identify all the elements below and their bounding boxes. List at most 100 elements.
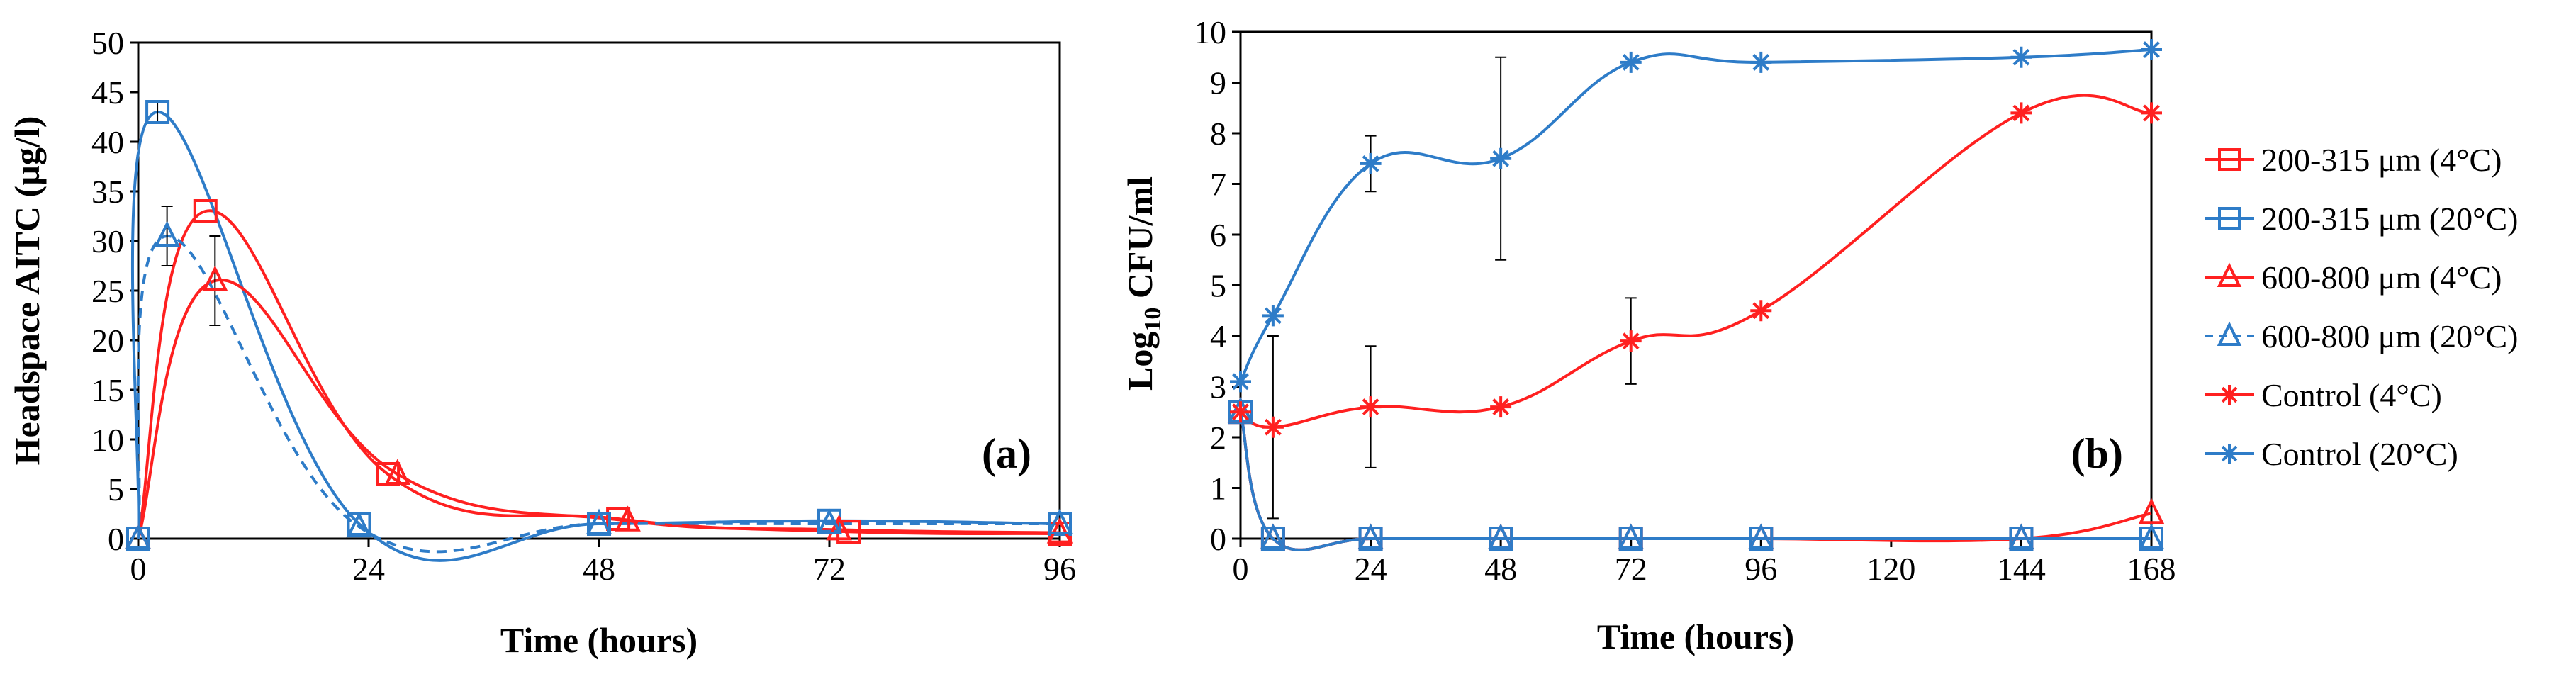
panel-label-b: (b) [2071, 430, 2123, 477]
y-tick-label: 30 [91, 223, 124, 259]
data-point [2010, 102, 2032, 124]
y-axis-title-a: Headspace AITC (µg/l) [7, 116, 47, 466]
error-bar [161, 206, 173, 266]
x-tick-label: 72 [813, 551, 846, 587]
legend-label: 200-315 μm (4°C) [2261, 142, 2502, 178]
legend-label: 600-800 μm (4°C) [2261, 259, 2502, 296]
x-tick-label: 72 [1615, 551, 1647, 587]
data-point [826, 514, 852, 541]
legend-marker [2219, 444, 2239, 464]
data-point [346, 511, 372, 538]
data-point [1230, 371, 1251, 393]
data-point [1490, 396, 1512, 418]
series-line-1 [137, 209, 1060, 539]
panel-b: 0 24 48 72 96 120 144 168 0 1 2 3 4 5 6 7 8 9 10 (b) Time … [1120, 14, 2176, 656]
data-point [1230, 401, 1251, 423]
y-tick-label: 6 [1210, 217, 1226, 253]
legend: 200-315 μm (4°C) 200-315 μm (20°C) 600-800… [2205, 142, 2518, 472]
legend-entry: Control (20°C) [2205, 436, 2458, 472]
y-tick-label: 25 [91, 273, 124, 309]
data-point [1620, 51, 1642, 73]
y-tick-label: 9 [1210, 65, 1226, 101]
x-tick-label: 0 [1233, 551, 1249, 587]
y-tick-label: 10 [91, 422, 124, 458]
data-point [1360, 396, 1382, 418]
data-point [202, 265, 228, 291]
data-point [1750, 300, 1772, 322]
error-bar [209, 235, 221, 326]
data-point [1357, 523, 1384, 549]
data-point [384, 459, 410, 485]
data-point [816, 508, 843, 534]
legend-entry: 200-315 μm (4°C) [2205, 142, 2502, 178]
x-axis-title-a: Time (hours) [500, 620, 698, 660]
y-axis-title-b-sub: 10 [1140, 308, 1166, 332]
panel-label-a: (a) [982, 430, 1031, 477]
legend-marker [2217, 262, 2242, 287]
x-tick-label: 0 [130, 551, 147, 587]
data-point [1490, 147, 1512, 169]
data-point [2008, 523, 2034, 549]
data-point [1487, 523, 1514, 549]
x-tick-label: 144 [1997, 551, 2046, 587]
legend-label: Control (20°C) [2261, 436, 2458, 472]
series-line-4 [1239, 411, 2151, 551]
x-tick-label: 96 [1043, 551, 1076, 587]
x-tick-label: 48 [583, 551, 615, 587]
legend-entry: Control (4°C) [2205, 377, 2442, 413]
data-point [1046, 517, 1073, 544]
y-tick-label: 0 [108, 521, 124, 557]
legend-marker [2218, 148, 2241, 171]
data-point [2141, 39, 2162, 61]
y-tick-label: 1 [1210, 471, 1226, 507]
legend-label: Control (4°C) [2261, 377, 2442, 413]
data-point [1750, 51, 1772, 73]
legend-entry: 600-800 μm (4°C) [2205, 259, 2502, 296]
data-point [1262, 416, 1284, 438]
legend-entry: 600-800 μm (20°C) [2205, 318, 2518, 354]
data-point [1620, 330, 1642, 352]
y-tick-label: 45 [91, 74, 124, 111]
data-point [154, 220, 180, 247]
y-tick-label: 4 [1210, 318, 1226, 354]
legend-marker [2219, 385, 2239, 405]
y-tick-label: 40 [91, 124, 124, 160]
y-axis-title-b: Log10 CFU/ml [1120, 176, 1166, 391]
y-tick-label: 15 [91, 372, 124, 408]
legend-marker [2218, 207, 2241, 230]
data-point [1618, 523, 1644, 549]
x-tick-label: 120 [1866, 551, 1915, 587]
x-tick-label: 48 [1484, 551, 1517, 587]
data-point [1748, 523, 1774, 549]
y-tick-label: 8 [1210, 116, 1226, 152]
y-tick-label: 2 [1210, 420, 1226, 456]
legend-label: 200-315 μm (20°C) [2261, 201, 2518, 237]
y-axis-title-b-rest: CFU/ml [1120, 176, 1160, 308]
x-tick-label: 96 [1745, 551, 1777, 587]
x-tick-label: 24 [1355, 551, 1387, 587]
data-point [2138, 523, 2165, 549]
y-tick-label: 3 [1210, 369, 1226, 405]
legend-label: 600-800 μm (20°C) [2261, 318, 2518, 354]
y-tick-label: 0 [1210, 521, 1226, 557]
data-point [586, 508, 612, 534]
data-point [1360, 152, 1382, 174]
y-tick-label: 10 [1194, 14, 1226, 50]
data-point [1046, 508, 1073, 534]
legend-marker [2217, 321, 2242, 346]
x-axis-title-b: Time (hours) [1597, 617, 1794, 656]
data-point [125, 523, 152, 549]
y-tick-label: 50 [91, 25, 124, 61]
series-line-2 [130, 110, 1060, 562]
data-point [2141, 102, 2162, 124]
y-tick-label: 20 [91, 322, 124, 359]
series-line-6 [1239, 48, 2152, 383]
data-point [2138, 498, 2165, 524]
data-point [1260, 523, 1287, 549]
legend-entry: 200-315 μm (20°C) [2205, 201, 2518, 237]
x-tick-label: 168 [2127, 551, 2176, 587]
data-point [1262, 305, 1284, 327]
x-tick-label: 24 [352, 551, 385, 587]
y-tick-label: 5 [108, 471, 124, 507]
